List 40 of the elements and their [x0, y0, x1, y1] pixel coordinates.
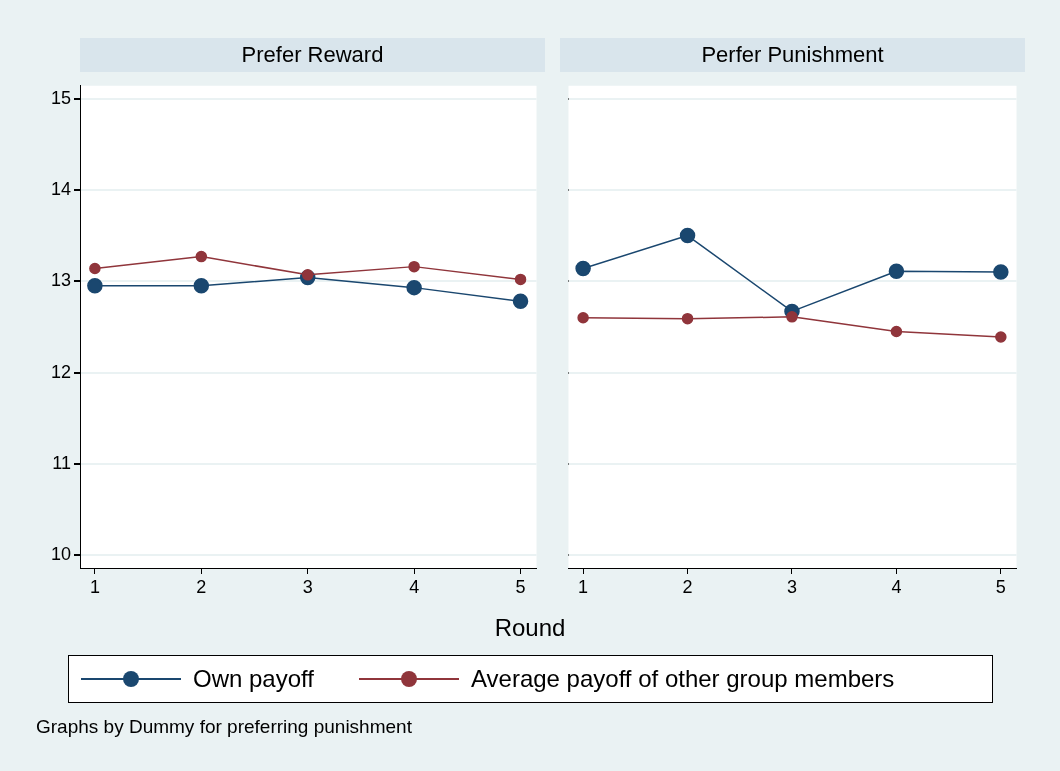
text: Graphs by Dummy for preferring punishment — [36, 716, 412, 738]
point — [301, 269, 314, 281]
point — [888, 263, 905, 279]
point — [514, 273, 527, 286]
x-tick-label: 2 — [196, 576, 207, 597]
chart-title: Perfer Punishment — [560, 38, 1025, 72]
point — [575, 260, 591, 277]
y-tick-label: 13 — [50, 270, 71, 291]
chart-title: Prefer Reward — [80, 38, 545, 72]
point — [406, 279, 422, 296]
x-tick-label: 5 — [515, 576, 526, 597]
point — [193, 278, 210, 294]
y-tick-label: 14 — [50, 178, 71, 199]
legend-label: Average payoff of other group members — [470, 665, 895, 693]
point — [87, 278, 103, 294]
point — [786, 311, 798, 323]
x-tick-label: 1 — [578, 576, 589, 597]
y-tick-label: 11 — [52, 452, 71, 473]
point — [195, 250, 208, 263]
x-tick-label: 4 — [409, 576, 420, 597]
y-tick-label: 12 — [50, 361, 71, 382]
point — [995, 331, 1007, 343]
point — [89, 262, 101, 275]
x-tick-label: 3 — [302, 576, 313, 597]
point — [993, 264, 1009, 280]
y-tick-label: 15 — [50, 87, 71, 108]
point — [577, 312, 589, 324]
x-tick-label: 5 — [995, 576, 1006, 597]
point — [890, 325, 903, 338]
y-tick-label: 10 — [50, 544, 71, 565]
point — [512, 293, 529, 310]
point — [681, 312, 694, 325]
x-tick-label: 1 — [89, 576, 100, 597]
x-axis-title: Round — [493, 614, 567, 642]
point — [408, 260, 420, 273]
x-tick-label: 2 — [682, 576, 693, 597]
x-tick-label: 3 — [786, 576, 797, 597]
x-tick-label: 4 — [891, 576, 902, 597]
legend-label: Own payoff — [193, 665, 314, 693]
point — [679, 227, 696, 244]
